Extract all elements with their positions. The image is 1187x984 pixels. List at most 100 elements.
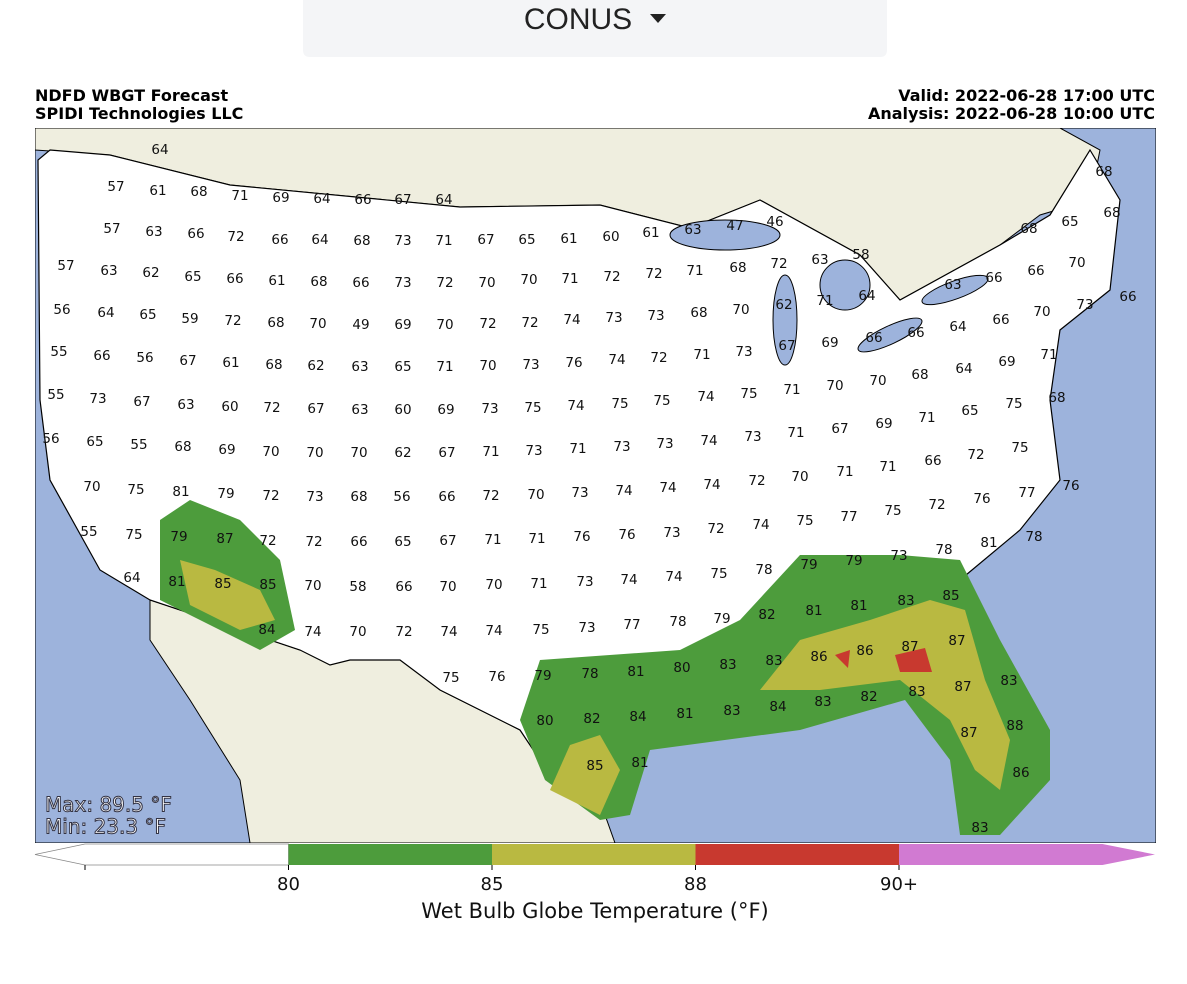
station-value: 63: [100, 263, 117, 279]
station-value: 68: [353, 233, 370, 249]
station-value: 73: [306, 489, 323, 505]
station-value: 55: [47, 387, 64, 403]
station-value: 63: [684, 222, 701, 238]
station-value: 67: [307, 401, 324, 417]
station-value: 72: [227, 229, 244, 245]
station-value: 70: [306, 445, 323, 461]
station-value: 63: [145, 224, 162, 240]
station-value: 79: [800, 557, 817, 573]
station-value: 72: [395, 624, 412, 640]
station-value: 87: [948, 633, 965, 649]
station-value: 72: [262, 488, 279, 504]
station-value: 73: [656, 436, 673, 452]
station-value: 46: [766, 214, 783, 230]
station-value: 47: [726, 218, 743, 234]
station-value: 83: [971, 820, 988, 836]
station-value: 73: [735, 344, 752, 360]
station-value: 87: [901, 639, 918, 655]
station-value: 83: [723, 703, 740, 719]
lake: [772, 274, 798, 366]
station-value: 72: [603, 269, 620, 285]
station-value: 69: [821, 335, 838, 351]
station-value: 70: [732, 302, 749, 318]
dropdown-box[interactable]: [303, 0, 887, 57]
max-label: Max: 89.5 °F: [45, 793, 172, 817]
dropdown-label[interactable]: CONUS: [524, 3, 632, 36]
colorbar-tick-label: 88: [684, 874, 707, 895]
station-value: 70: [349, 624, 366, 640]
station-value: 71: [836, 464, 853, 480]
station-value: 86: [810, 649, 827, 665]
dropdown-caret[interactable]: [650, 14, 666, 23]
station-value: 63: [177, 397, 194, 413]
station-value: 57: [107, 179, 124, 195]
station-value: 69: [218, 442, 235, 458]
station-value: 62: [307, 358, 324, 374]
station-value: 75: [1011, 440, 1028, 456]
station-value: 71: [783, 382, 800, 398]
station-value: 63: [944, 277, 961, 293]
station-value: 66: [395, 579, 412, 595]
station-value: 75: [1005, 396, 1022, 412]
station-value: 79: [534, 668, 551, 684]
station-value: 63: [351, 359, 368, 375]
station-value: 61: [642, 225, 659, 241]
station-value: 77: [623, 617, 640, 633]
station-value: 75: [442, 670, 459, 686]
colorbar-segment: [695, 844, 899, 865]
station-value: 79: [170, 529, 187, 545]
station-value: 70: [791, 469, 808, 485]
station-value: 66: [1027, 263, 1044, 279]
station-value: 78: [581, 666, 598, 682]
station-value: 80: [673, 660, 690, 676]
station-value: 71: [561, 271, 578, 287]
station-value: 83: [908, 684, 925, 700]
station-value: 76: [565, 355, 582, 371]
station-value: 74: [752, 517, 769, 533]
station-value: 73: [522, 357, 539, 373]
station-value: 66: [93, 348, 110, 364]
station-value: 72: [482, 488, 499, 504]
station-value: 60: [602, 229, 619, 245]
station-value: 60: [394, 402, 411, 418]
station-value: 72: [521, 315, 538, 331]
station-value: 75: [524, 400, 541, 416]
station-value: 71: [482, 444, 499, 460]
heat-zone-85: [550, 735, 620, 815]
station-value: 66: [992, 312, 1009, 328]
station-value: 70: [436, 317, 453, 333]
valid-time: Valid: 2022-06-28 17:00 UTC: [898, 86, 1155, 105]
station-value: 72: [645, 266, 662, 282]
station-value: 69: [272, 190, 289, 206]
station-value: 75: [125, 527, 142, 543]
station-value: 72: [479, 316, 496, 332]
region-dropdown[interactable]: CONUS: [303, 0, 887, 57]
station-value: 70: [479, 358, 496, 374]
station-value: 87: [960, 725, 977, 741]
station-value: 73: [89, 391, 106, 407]
colorbar-segment: [899, 844, 1155, 865]
station-value: 65: [394, 359, 411, 375]
station-value: 68: [1020, 221, 1037, 237]
colorbar-segment: [288, 844, 492, 865]
station-value: 72: [707, 521, 724, 537]
station-value: 56: [42, 431, 59, 447]
station-value: 78: [935, 542, 952, 558]
station-value: 70: [1033, 304, 1050, 320]
colorbar-tick-label: 85: [481, 874, 504, 895]
station-value: 74: [608, 352, 625, 368]
station-value: 64: [949, 319, 966, 335]
station-value: 83: [897, 593, 914, 609]
station-value: 75: [796, 513, 813, 529]
station-value: 66: [226, 271, 243, 287]
station-value: 70: [83, 479, 100, 495]
colorbar-tick-label: 90+: [880, 874, 918, 895]
station-value: 75: [127, 482, 144, 498]
station-value: 68: [174, 439, 191, 455]
station-value: 68: [911, 367, 928, 383]
min-label: Min: 23.3 °F: [45, 815, 166, 839]
station-value: 80: [536, 713, 553, 729]
station-value: 68: [267, 315, 284, 331]
station-value: 74: [659, 480, 676, 496]
